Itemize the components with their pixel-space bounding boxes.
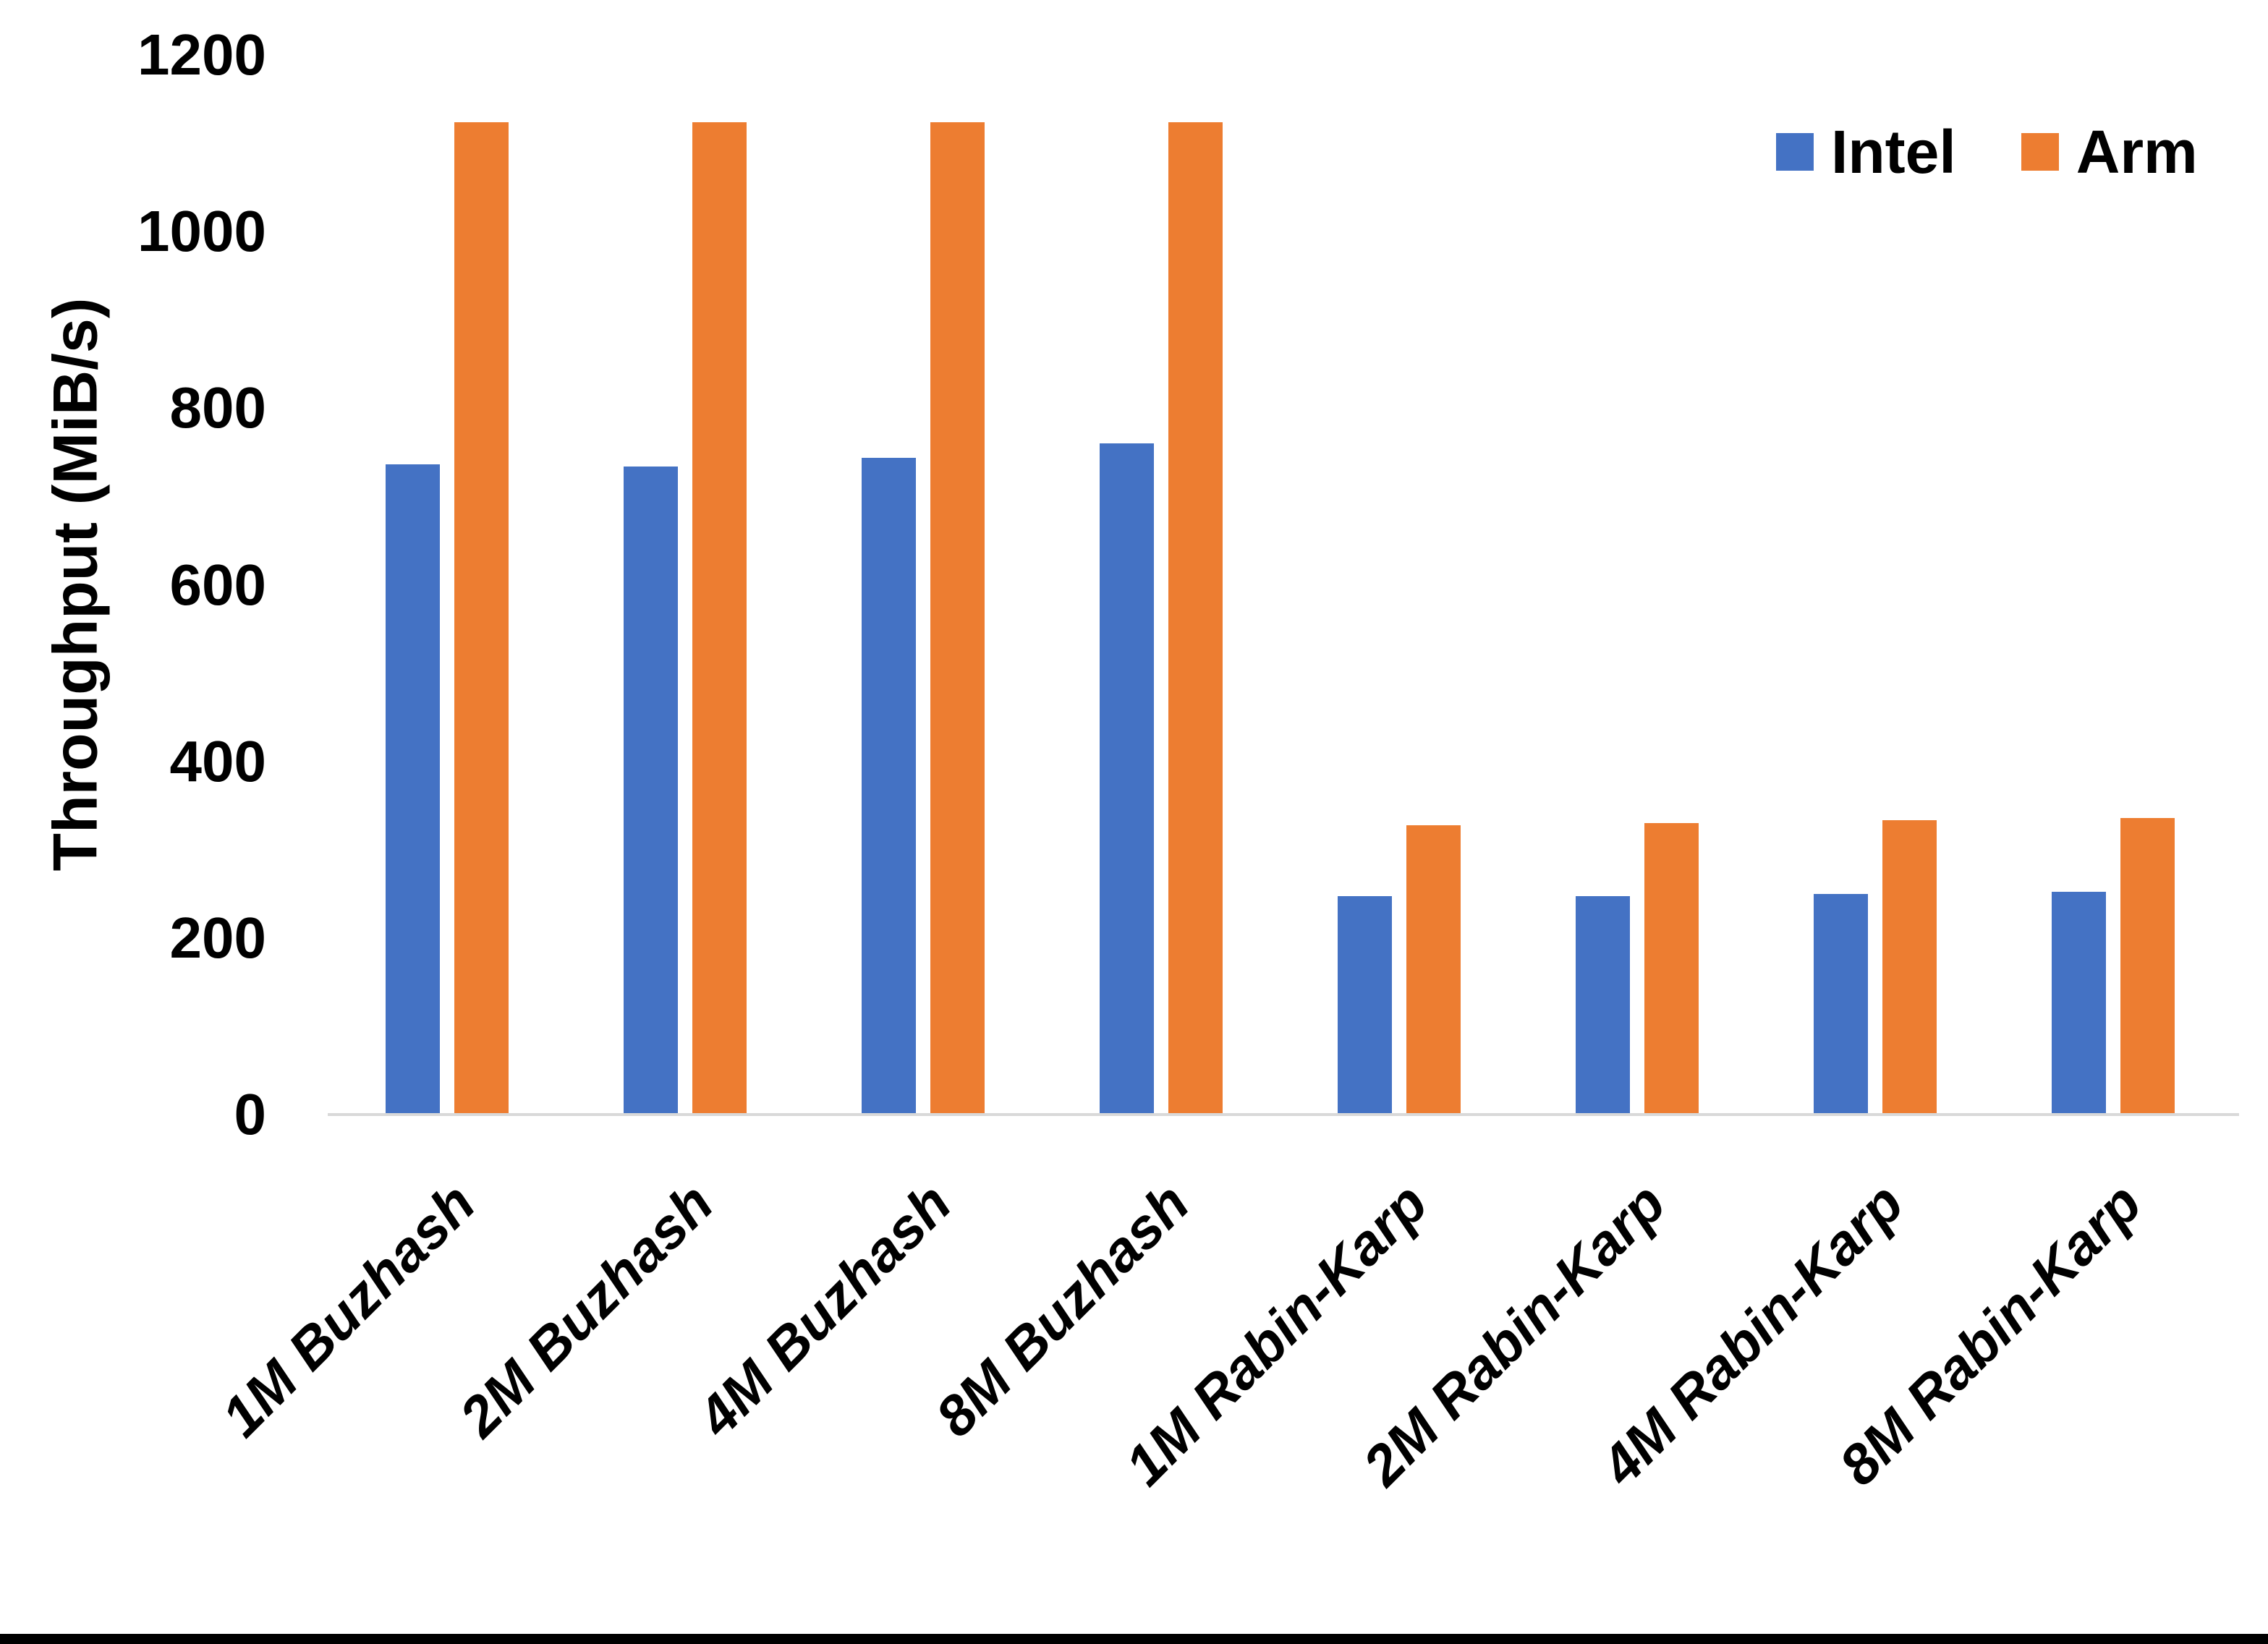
bottom-border-rule: [0, 1634, 2268, 1644]
bar-intel-1m-buzhash: [385, 464, 440, 1115]
bar-arm-2m-buzhash: [692, 122, 747, 1115]
bar-arm-4m-rabin-karp: [1882, 820, 1937, 1115]
bar-arm-1m-rabin-karp: [1406, 825, 1461, 1115]
y-tick-label: 1200: [137, 22, 266, 87]
bar-arm-8m-rabin-karp: [2120, 817, 2175, 1115]
bar-intel-1m-rabin-karp: [1337, 896, 1392, 1115]
x-category-label: 4M Buzhash: [685, 1170, 964, 1449]
legend-swatch-intel: [1776, 133, 1814, 171]
bar-intel-2m-rabin-karp: [1575, 896, 1630, 1115]
bar-intel-2m-buzhash: [623, 466, 678, 1115]
bar-intel-4m-rabin-karp: [1813, 893, 1868, 1115]
bar-arm-2m-rabin-karp: [1644, 823, 1699, 1115]
bar-arm-4m-buzhash: [930, 122, 985, 1115]
y-tick-label: 400: [169, 728, 266, 793]
legend-label: Arm: [2076, 118, 2198, 186]
y-tick-label: 0: [234, 1082, 267, 1146]
bar-intel-8m-buzhash: [1099, 443, 1154, 1115]
bar-intel-4m-buzhash: [861, 457, 916, 1115]
bar-intel-8m-rabin-karp: [2051, 892, 2106, 1115]
x-category-label: 1M Buzhash: [209, 1170, 488, 1449]
legend-swatch-arm: [2021, 133, 2059, 171]
legend: Intel Arm: [1776, 118, 2198, 186]
x-axis-line: [328, 1113, 2239, 1116]
y-tick-label: 800: [169, 375, 266, 440]
legend-item-intel: Intel: [1776, 118, 1956, 186]
x-category-label: 2M Buzhash: [447, 1170, 726, 1449]
legend-item-arm: Arm: [2021, 118, 2198, 186]
bar-arm-1m-buzhash: [454, 122, 509, 1115]
y-tick-label: 200: [169, 905, 266, 970]
bar-arm-8m-buzhash: [1168, 122, 1223, 1115]
legend-label: Intel: [1831, 118, 1956, 186]
y-tick-label: 1000: [137, 199, 266, 264]
y-tick-label: 600: [169, 552, 266, 617]
